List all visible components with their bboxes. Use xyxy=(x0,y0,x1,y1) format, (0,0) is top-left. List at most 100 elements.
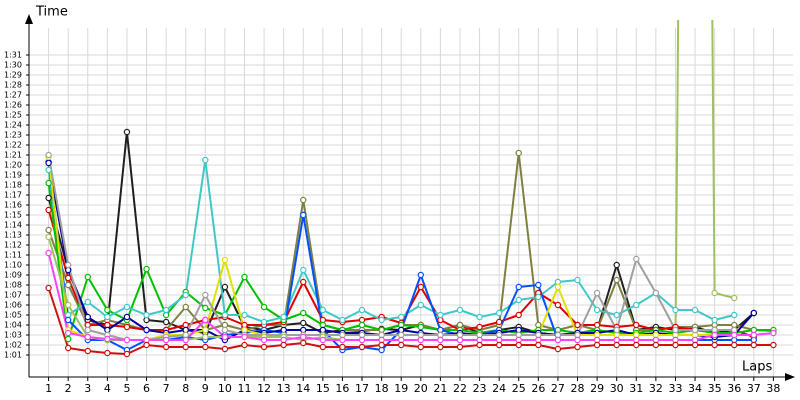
data-point xyxy=(770,329,777,337)
data-point xyxy=(182,291,189,299)
y-tick-label: 1:17 xyxy=(4,191,22,200)
data-point xyxy=(84,313,91,321)
data-point xyxy=(300,319,307,327)
data-point xyxy=(417,343,424,351)
data-point xyxy=(64,335,72,343)
y-axis-label: Time xyxy=(35,5,68,20)
data-point xyxy=(593,289,601,297)
data-point xyxy=(770,341,777,349)
data-point xyxy=(593,306,601,314)
data-point xyxy=(300,266,307,274)
data-point xyxy=(45,284,52,292)
data-point xyxy=(182,303,189,311)
y-tick-label: 1:07 xyxy=(4,291,22,300)
data-point xyxy=(398,313,405,321)
data-point xyxy=(84,326,91,334)
data-point xyxy=(64,274,72,282)
data-point xyxy=(535,293,542,301)
data-point xyxy=(104,349,111,357)
data-point xyxy=(241,333,248,341)
data-point xyxy=(515,311,522,319)
x-tick-label: 26 xyxy=(531,382,545,395)
plot-area xyxy=(45,20,777,358)
x-tick-label: 2 xyxy=(65,382,72,395)
y-tick-label: 1:02 xyxy=(4,341,22,350)
x-tick-label: 11 xyxy=(237,382,251,395)
x-tick-label: 5 xyxy=(123,382,130,395)
data-point xyxy=(45,159,52,167)
y-tick-label: 1:18 xyxy=(4,181,22,190)
data-point xyxy=(633,255,640,263)
data-point xyxy=(554,301,562,309)
x-axis-arrow xyxy=(785,373,795,381)
data-point xyxy=(280,341,287,349)
y-tick-label: 1:31 xyxy=(4,51,22,60)
data-point xyxy=(339,336,346,344)
x-tick-label: 9 xyxy=(202,382,209,395)
data-point xyxy=(456,343,464,351)
data-point xyxy=(221,333,229,341)
data-point xyxy=(300,278,307,286)
data-point xyxy=(613,276,620,284)
data-point xyxy=(162,343,170,351)
x-tick-label: 25 xyxy=(512,382,526,395)
data-point xyxy=(711,289,718,297)
axes: Time Laps 1:011:021:031:041:051:061:071:… xyxy=(4,5,795,395)
data-point xyxy=(731,294,738,302)
series-line xyxy=(47,154,735,341)
y-tick-label: 1:04 xyxy=(4,321,22,330)
y-tick-label: 1:12 xyxy=(4,241,22,250)
data-point xyxy=(300,309,307,317)
data-point xyxy=(260,303,268,311)
data-point xyxy=(202,333,209,341)
data-point xyxy=(711,316,718,324)
data-point xyxy=(417,301,424,309)
data-point xyxy=(300,333,307,341)
data-point xyxy=(358,336,366,344)
x-tick-label: 19 xyxy=(394,382,408,395)
x-tick-label: 20 xyxy=(414,382,428,395)
data-point xyxy=(143,341,150,349)
data-point xyxy=(260,343,268,351)
x-tick-label: 23 xyxy=(473,382,487,395)
x-tick-label: 38 xyxy=(766,382,780,395)
data-point xyxy=(64,281,72,289)
data-point xyxy=(104,306,111,314)
series-line xyxy=(47,252,774,341)
x-axis-label: Laps xyxy=(742,360,772,375)
x-tick-label: 32 xyxy=(649,382,663,395)
data-point xyxy=(143,311,150,319)
x-tick-label: 15 xyxy=(316,382,330,395)
data-point xyxy=(104,313,111,321)
data-point xyxy=(711,331,718,339)
data-point xyxy=(574,276,581,284)
data-point xyxy=(319,306,327,314)
data-point xyxy=(319,343,327,351)
data-point xyxy=(319,336,327,344)
data-point xyxy=(84,333,91,341)
x-tick-label: 12 xyxy=(257,382,271,395)
data-point xyxy=(182,343,189,351)
data-point xyxy=(300,339,307,347)
data-point xyxy=(339,343,346,351)
data-point xyxy=(339,316,346,324)
x-tick-label: 24 xyxy=(492,382,506,395)
data-point xyxy=(437,343,444,351)
x-tick-label: 29 xyxy=(590,382,604,395)
data-point xyxy=(574,343,581,351)
data-point xyxy=(515,149,522,157)
data-point xyxy=(691,306,699,314)
data-point xyxy=(202,326,209,334)
data-point xyxy=(495,318,503,326)
data-point xyxy=(221,256,229,264)
data-point xyxy=(417,323,424,331)
data-point xyxy=(652,341,660,349)
x-tick-label: 30 xyxy=(610,382,624,395)
data-point xyxy=(456,306,464,314)
data-point xyxy=(554,345,562,353)
x-tick-label: 8 xyxy=(182,382,189,395)
data-point xyxy=(711,341,718,349)
data-point xyxy=(378,316,385,324)
data-point xyxy=(123,350,131,358)
